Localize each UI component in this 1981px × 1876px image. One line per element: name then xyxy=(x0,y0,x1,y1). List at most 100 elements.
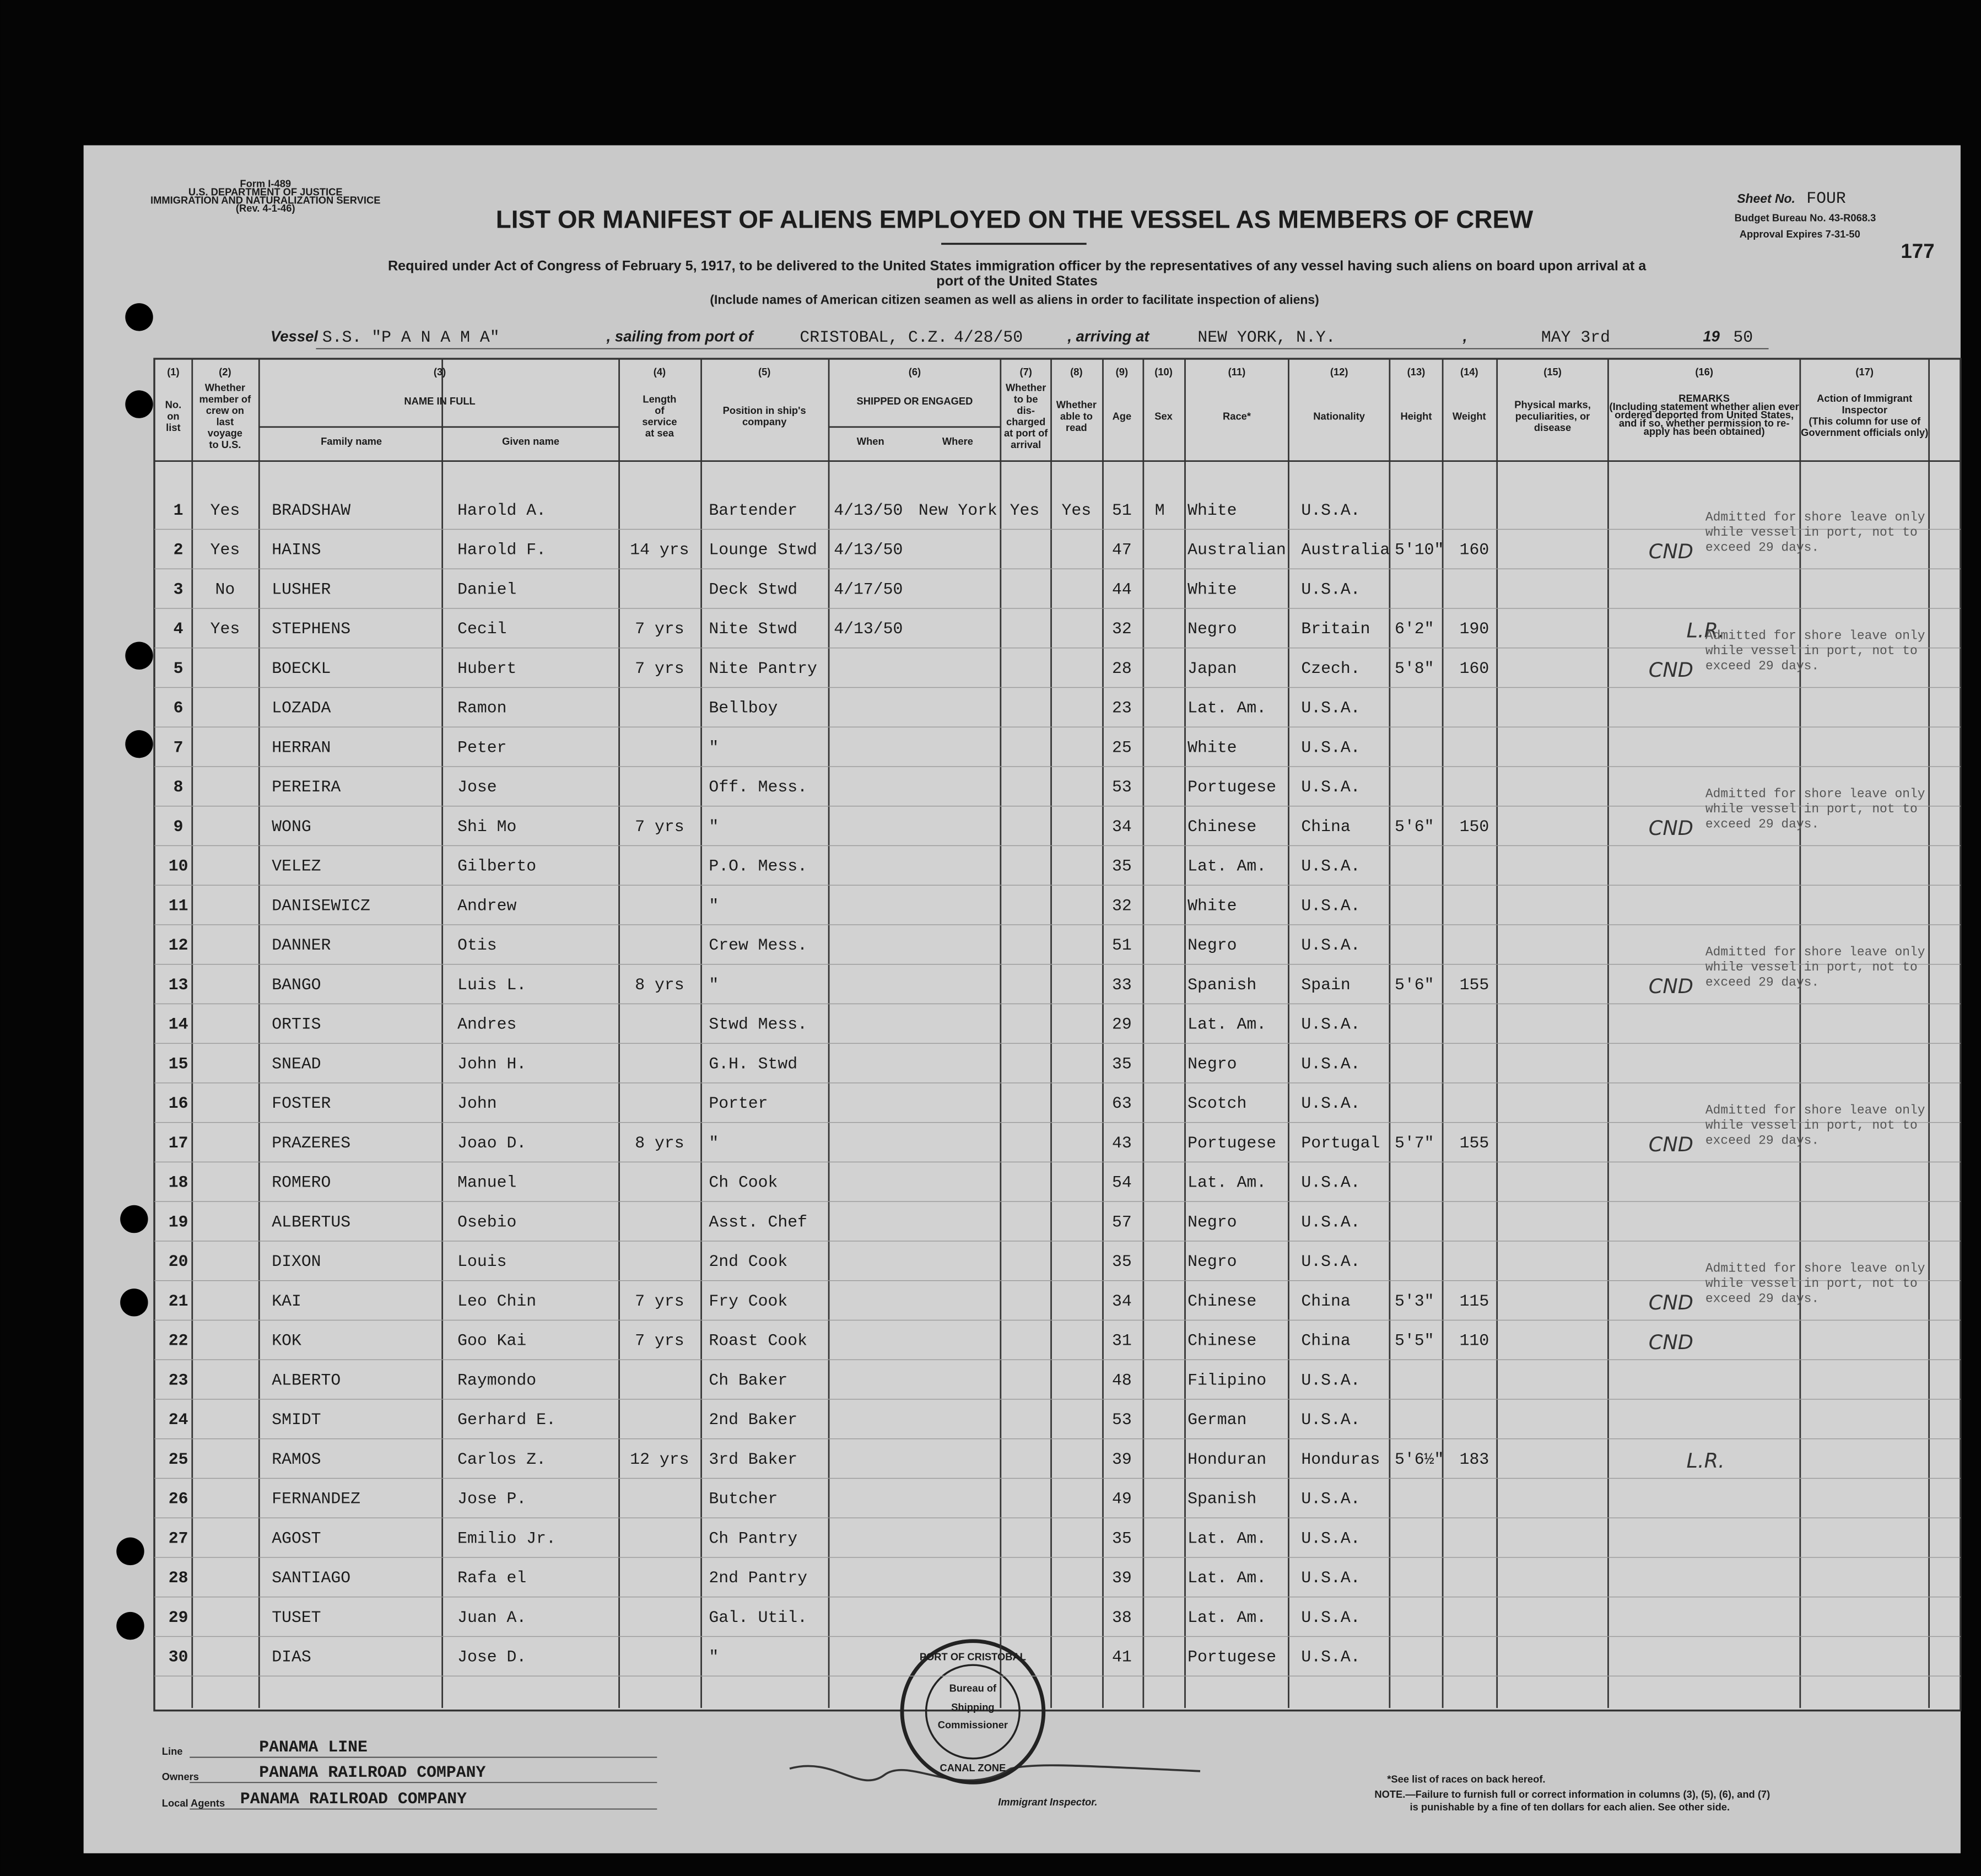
cell-race: White xyxy=(1187,580,1237,599)
column-heading: SHIPPED OR ENGAGED xyxy=(857,395,973,407)
cell-height: 5'7" xyxy=(1395,1134,1434,1152)
sheet-label: Sheet No. xyxy=(1737,191,1795,206)
cell-race: Lat. Am. xyxy=(1187,1173,1266,1192)
column-heading: company xyxy=(742,416,787,428)
cell-age: 38 xyxy=(1112,1608,1132,1627)
cell-family: DIXON xyxy=(272,1252,321,1271)
cell-nationality: U.S.A. xyxy=(1301,1252,1360,1271)
column-number: (7) xyxy=(1019,366,1032,378)
cell-prior: Yes xyxy=(210,501,240,520)
cell-weight: 110 xyxy=(1460,1331,1489,1350)
cell-family: FOSTER xyxy=(272,1094,331,1113)
handwritten-note: CND xyxy=(1649,1330,1693,1354)
column-heading: voyage xyxy=(208,427,242,439)
stamp-ring xyxy=(900,1639,1046,1785)
cell-position: Fry Cook xyxy=(709,1292,787,1311)
cell-age: 41 xyxy=(1112,1648,1132,1667)
cell-given: John H. xyxy=(457,1054,526,1073)
cell-nationality: U.S.A. xyxy=(1301,1371,1360,1389)
cell-given: John xyxy=(457,1094,497,1113)
cell-height: 5'6" xyxy=(1395,975,1434,994)
form-info: U.S. DEPARTMENT OF JUSTICE xyxy=(188,186,343,197)
handwritten-note: L.R. xyxy=(1687,1449,1725,1473)
column-heading: Weight xyxy=(1453,410,1486,422)
cell-family: ALBERTO xyxy=(272,1371,341,1389)
cell-age: 57 xyxy=(1112,1212,1132,1231)
remark-line: Admitted for shore leave only xyxy=(1705,1103,1925,1117)
cell-race: German xyxy=(1187,1410,1246,1429)
cell-family: RAMOS xyxy=(272,1450,321,1469)
cell-age: 49 xyxy=(1112,1490,1132,1508)
cell-given: Hubert xyxy=(457,659,516,678)
cell-age: 34 xyxy=(1112,1292,1132,1311)
column-heading: Sex xyxy=(1154,410,1173,422)
cell-nationality: U.S.A. xyxy=(1301,1212,1360,1231)
cell-family: ORTIS xyxy=(272,1015,321,1034)
cell-family: SNEAD xyxy=(272,1054,321,1073)
cell-nationality: U.S.A. xyxy=(1301,1568,1360,1587)
cell-family: WONG xyxy=(272,817,311,836)
column-number: (2) xyxy=(219,366,231,378)
cell-nationality: Australia xyxy=(1301,541,1390,559)
cell-family: FERNANDEZ xyxy=(272,1490,360,1508)
cell-race: Spanish xyxy=(1187,975,1256,994)
cell-family: HAINS xyxy=(272,541,321,559)
row-number: 5 xyxy=(174,659,183,678)
cell-nationality: U.S.A. xyxy=(1301,1173,1360,1192)
remark-line: Admitted for shore leave only xyxy=(1705,787,1925,801)
cell-family: KOK xyxy=(272,1331,301,1350)
column-heading: Nationality xyxy=(1313,410,1365,422)
cell-family: LOZADA xyxy=(272,699,331,718)
remark-line: while vessel in port, not to xyxy=(1705,1276,1918,1291)
cell-family: SMIDT xyxy=(272,1410,321,1429)
column-heading: Inspector xyxy=(1842,404,1887,416)
handwritten-note: L.R. xyxy=(1687,618,1725,642)
cell-age: 35 xyxy=(1112,857,1132,876)
cell-service: 14 yrs xyxy=(630,541,689,559)
column-heading: crew on xyxy=(206,405,244,416)
column-heading: Race* xyxy=(1223,410,1251,422)
cell-discharged: Yes xyxy=(1010,501,1040,520)
column-heading: Physical marks, xyxy=(1514,399,1591,411)
row-number: 8 xyxy=(174,778,183,796)
cell-given: Andres xyxy=(457,1015,516,1034)
cell-position: 2nd Pantry xyxy=(709,1568,807,1587)
column-heading: REMARKS xyxy=(1678,392,1730,404)
cell-prior: No xyxy=(215,580,235,599)
cell-given: Joao D. xyxy=(457,1134,526,1152)
cell-race: Lat. Am. xyxy=(1187,1529,1266,1548)
cell-height: 5'6" xyxy=(1395,817,1434,836)
footer-owners-label: Owners xyxy=(162,1771,199,1782)
remark-line: Admitted for shore leave only xyxy=(1705,1261,1925,1275)
stamp-text: Commissioner xyxy=(938,1719,1008,1731)
approval: Approval Expires 7-31-50 xyxy=(1740,228,1860,240)
cell-nationality: U.S.A. xyxy=(1301,1648,1360,1667)
budget: Budget Bureau No. 43-R068.3 xyxy=(1735,212,1876,223)
column-number: (10) xyxy=(1154,366,1173,378)
column-heading: on xyxy=(167,410,179,422)
punch-hole xyxy=(120,1289,148,1317)
column-heading: Height xyxy=(1400,410,1432,422)
cell-family: STEPHENS xyxy=(272,619,350,638)
column-number: (5) xyxy=(758,366,770,378)
punch-hole xyxy=(125,730,153,758)
cell-height: 5'10" xyxy=(1395,541,1444,559)
row-number: 11 xyxy=(169,896,188,915)
handwritten-note: CND xyxy=(1649,1291,1693,1314)
cell-nationality: U.S.A. xyxy=(1301,580,1360,599)
cell-race: Scotch xyxy=(1187,1094,1246,1113)
row-number: 7 xyxy=(174,738,183,757)
cell-family: ALBERTUS xyxy=(272,1212,350,1231)
cell-race: Lat. Am. xyxy=(1187,699,1266,718)
cell-age: 39 xyxy=(1112,1450,1132,1469)
handwritten-note: CND xyxy=(1649,540,1693,563)
stamp-text: Shipping xyxy=(951,1701,994,1713)
cell-age: 54 xyxy=(1112,1173,1132,1192)
cell-given: Luis L. xyxy=(457,975,526,994)
footer-owners: PANAMA RAILROAD COMPANY xyxy=(259,1763,485,1782)
row-number: 28 xyxy=(169,1568,188,1587)
column-heading: to be xyxy=(1014,393,1038,405)
cell-age: 35 xyxy=(1112,1054,1132,1073)
remark-line: while vessel in port, not to xyxy=(1705,525,1918,540)
column-subheading: Given name xyxy=(502,435,559,447)
